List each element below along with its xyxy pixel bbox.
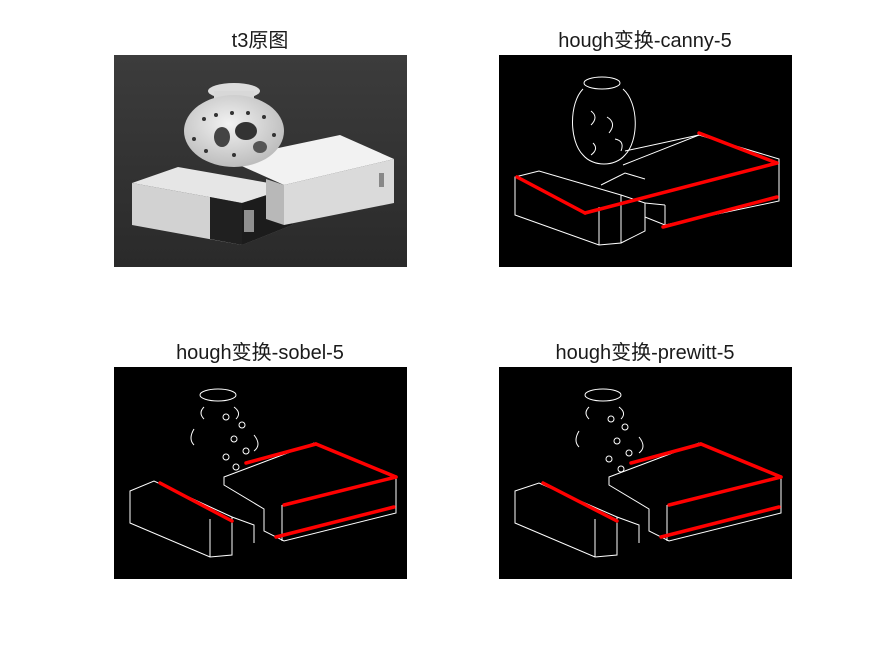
subplot-title-canny: hough变换-canny-5 bbox=[558, 24, 731, 53]
canny-hough-canvas bbox=[499, 55, 792, 267]
original-image bbox=[114, 55, 407, 267]
sobel-hough-canvas bbox=[114, 367, 407, 579]
subplot-title-sobel: hough变换-sobel-5 bbox=[176, 336, 344, 365]
prewitt-hough-image bbox=[499, 367, 792, 579]
original-image-canvas bbox=[114, 55, 407, 267]
subplot-title-prewitt: hough变换-prewitt-5 bbox=[556, 336, 735, 365]
sobel-hough-image bbox=[114, 367, 407, 579]
canny-hough-image bbox=[499, 55, 792, 267]
subplot-title-original: t3原图 bbox=[232, 24, 289, 53]
prewitt-hough-canvas bbox=[499, 367, 792, 579]
